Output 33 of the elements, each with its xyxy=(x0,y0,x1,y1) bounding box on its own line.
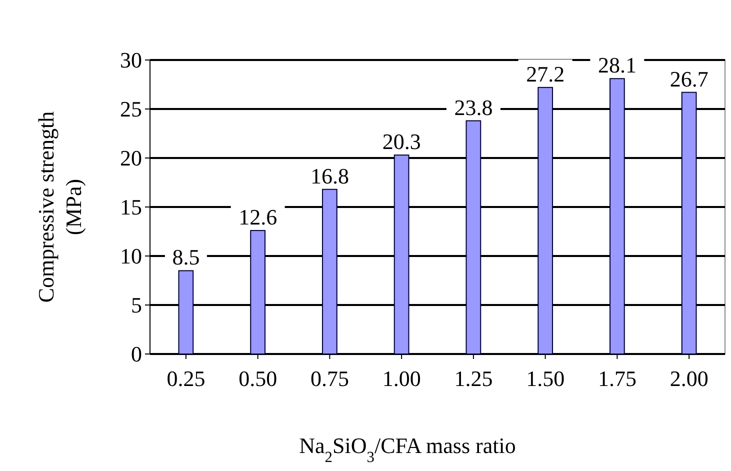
y-tick-label: 20 xyxy=(120,146,142,171)
bar xyxy=(250,230,266,354)
data-label: 20.3 xyxy=(382,129,421,154)
y-tick-label: 15 xyxy=(120,194,142,220)
data-label: 8.5 xyxy=(172,244,200,270)
data-label: 28.1 xyxy=(598,52,636,78)
x-tick-label: 0.75 xyxy=(310,366,349,391)
x-tick-label: 1.00 xyxy=(382,366,421,391)
x-tick-label: 1.75 xyxy=(598,366,636,391)
y-tick-label: 25 xyxy=(120,96,142,122)
bar xyxy=(538,86,553,354)
y-tick-label: 10 xyxy=(120,244,142,269)
bar xyxy=(178,270,194,354)
data-label: 23.8 xyxy=(454,94,493,120)
data-label: 27.2 xyxy=(526,61,565,86)
bar xyxy=(610,78,625,354)
x-tick-label: 1.25 xyxy=(454,366,493,391)
x-tick-label: 0.50 xyxy=(238,366,278,391)
data-label: 16.8 xyxy=(310,163,349,188)
y-tick-label: 30 xyxy=(120,48,142,73)
x-axis-title: Na$_{2}$SiO$_{3}$/CFA mass ratio xyxy=(299,433,516,466)
x-tick-label: 2.00 xyxy=(670,366,708,391)
y-tick-label: 5 xyxy=(131,292,142,318)
bar xyxy=(466,120,482,354)
x-tick-label: 0.25 xyxy=(166,366,206,391)
bar xyxy=(681,92,697,354)
x-tick-label: 1.50 xyxy=(526,366,565,391)
bar xyxy=(322,188,338,354)
data-label: 26.7 xyxy=(670,66,708,92)
bar xyxy=(394,154,410,354)
y-tick-label: 0 xyxy=(131,342,142,367)
data-label: 12.6 xyxy=(238,204,278,230)
y-axis-title: Compressive strength (MPa) xyxy=(33,111,86,303)
